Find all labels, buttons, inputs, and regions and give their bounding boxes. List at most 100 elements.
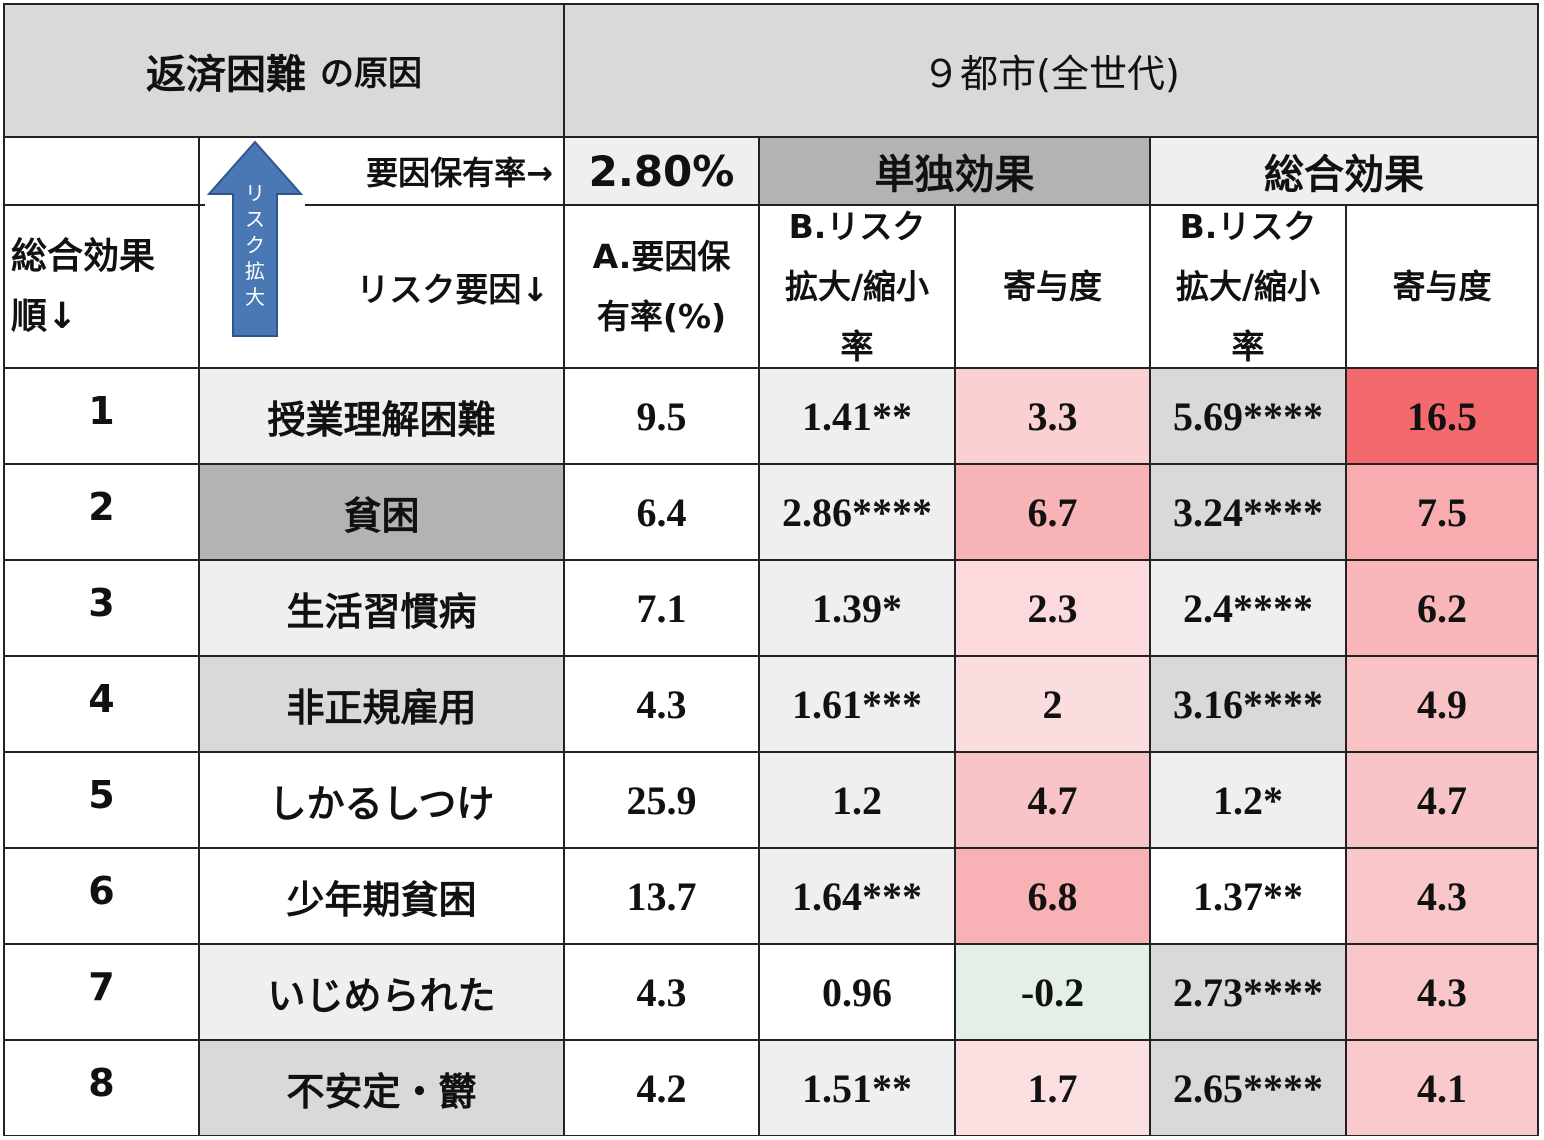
cell-a: 7.1	[565, 561, 760, 657]
cell-c2: 4.3	[1347, 849, 1537, 945]
cell-c2: 6.2	[1347, 561, 1537, 657]
col-a-line1: A.要因保	[592, 236, 731, 276]
cell-rank: 5	[5, 753, 200, 849]
cell-b1-text: 1.61***	[792, 681, 922, 727]
col-c1-text: 寄与度	[1003, 266, 1102, 306]
cell-rank-text: 2	[88, 485, 115, 529]
cell-c1: 3.3	[956, 369, 1151, 465]
cell-c2: 4.3	[1347, 945, 1537, 1041]
cell-b2: 1.37**	[1151, 849, 1347, 945]
cell-b1: 0.96	[760, 945, 956, 1041]
cell-a: 4.3	[565, 657, 760, 753]
cell-a-text: 7.1	[636, 585, 687, 631]
cell-b2: 3.24****	[1151, 465, 1347, 561]
cell-factor-text: いじめられた	[267, 973, 496, 1018]
title-suffix: の原因	[320, 54, 422, 94]
region-header: ９都市(全世代)	[565, 5, 1537, 138]
cell-factor: 不安定・欝	[200, 1041, 565, 1135]
cell-b2-text: 3.24****	[1173, 489, 1323, 535]
table-body: 1 授業理解困難 9.5 1.41** 3.3 5.69**** 16.5 2 貧困 6.4 2.8…	[5, 369, 1537, 1135]
cell-c1: 2.3	[956, 561, 1151, 657]
cell-b1-text: 1.51**	[802, 1065, 912, 1111]
cell-b2: 3.16****	[1151, 657, 1347, 753]
cell-c1: 6.7	[956, 465, 1151, 561]
cell-b1: 1.39*	[760, 561, 956, 657]
cell-c2: 7.5	[1347, 465, 1537, 561]
cell-factor: 貧困	[200, 465, 565, 561]
cell-c2: 4.9	[1347, 657, 1537, 753]
cell-c1-text: 3.3	[1027, 393, 1078, 439]
cell-a: 4.2	[565, 1041, 760, 1135]
cell-c2-text: 4.9	[1417, 681, 1467, 727]
col-c2-text: 寄与度	[1392, 266, 1492, 306]
group-single-effect: 単独効果	[760, 138, 1151, 206]
cell-b1-text: 1.39*	[812, 585, 902, 631]
cell-rank-text: 3	[88, 581, 115, 625]
cell-b1: 1.51**	[760, 1041, 956, 1135]
col-a-header: A.要因保 有率(%)	[565, 206, 760, 369]
col-b2-line1: B.リスク	[1179, 206, 1317, 246]
cell-rank: 8	[5, 1041, 200, 1135]
cell-b2-text: 1.37**	[1193, 873, 1303, 919]
cell-factor-text: 不安定・欝	[286, 1069, 477, 1114]
cell-rank-text: 1	[88, 389, 115, 433]
col-c2-header: 寄与度	[1347, 206, 1537, 369]
cell-b1-text: 1.41**	[802, 393, 912, 439]
cell-c2-text: 4.3	[1417, 969, 1467, 1015]
cell-c2: 4.7	[1347, 753, 1537, 849]
cell-factor-text: 生活習慣病	[286, 589, 477, 634]
col-c1-header: 寄与度	[956, 206, 1151, 369]
cell-factor: 授業理解困難	[200, 369, 565, 465]
cell-rank-text: 4	[88, 677, 115, 721]
cell-a-text: 4.3	[636, 681, 687, 727]
cell-c2: 16.5	[1347, 369, 1537, 465]
col-a-line2: 有率(%)	[596, 296, 727, 336]
cell-a: 4.3	[565, 945, 760, 1041]
cell-rank-text: 5	[88, 773, 115, 817]
cell-b2-text: 1.2*	[1213, 777, 1283, 823]
cell-a: 25.9	[565, 753, 760, 849]
cell-a-text: 6.4	[636, 489, 687, 535]
left-blank-cell	[5, 138, 200, 206]
cell-factor: 非正規雇用	[200, 657, 565, 753]
cell-b2-text: 2.65****	[1173, 1065, 1323, 1111]
cell-factor-text: 貧困	[343, 493, 420, 538]
cell-a: 13.7	[565, 849, 760, 945]
cell-b1-text: 2.86****	[782, 489, 932, 535]
col-rank-line2: 順↓	[11, 295, 78, 337]
cell-rank: 1	[5, 369, 200, 465]
prevalence-value-text: 2.80%	[588, 146, 735, 196]
cell-b2: 2.73****	[1151, 945, 1347, 1041]
cell-c1: 2	[956, 657, 1151, 753]
cell-factor-text: 授業理解困難	[267, 397, 496, 442]
cell-b2-text: 2.4****	[1183, 585, 1313, 631]
col-b2-line3: 率	[1231, 326, 1265, 366]
cell-c1: -0.2	[956, 945, 1151, 1041]
col-b2-header: B.リスク 拡大/縮小 率	[1151, 206, 1347, 369]
cell-factor: いじめられた	[200, 945, 565, 1041]
cell-rank-text: 8	[88, 1061, 115, 1105]
region-header-text: ９都市(全世代)	[922, 52, 1180, 96]
cell-c2-text: 16.5	[1407, 393, 1477, 439]
cell-b1: 1.2	[760, 753, 956, 849]
cell-a-text: 4.2	[636, 1065, 687, 1111]
cell-c2-text: 4.1	[1417, 1065, 1467, 1111]
cell-c1-text: 1.7	[1027, 1065, 1078, 1111]
cell-b2-text: 3.16****	[1173, 681, 1323, 727]
cell-b1: 2.86****	[760, 465, 956, 561]
col-b1-line1: B.リスク	[788, 206, 926, 246]
col-b2-line2: 拡大/縮小	[1175, 266, 1321, 306]
cell-a-text: 13.7	[626, 873, 697, 919]
cell-rank: 7	[5, 945, 200, 1041]
cell-b1: 1.61***	[760, 657, 956, 753]
title-main: 返済困難	[146, 51, 306, 98]
col-b1-line2: 拡大/縮小	[784, 266, 930, 306]
cell-rank: 4	[5, 657, 200, 753]
cell-c1: 1.7	[956, 1041, 1151, 1135]
cell-factor: 少年期貧困	[200, 849, 565, 945]
cell-b2: 2.4****	[1151, 561, 1347, 657]
cell-factor: しかるしつけ	[200, 753, 565, 849]
cell-c1-text: 2.3	[1027, 585, 1078, 631]
col-factor-text: リスク要因↓	[356, 269, 549, 309]
cell-factor-text: 非正規雇用	[286, 685, 477, 730]
